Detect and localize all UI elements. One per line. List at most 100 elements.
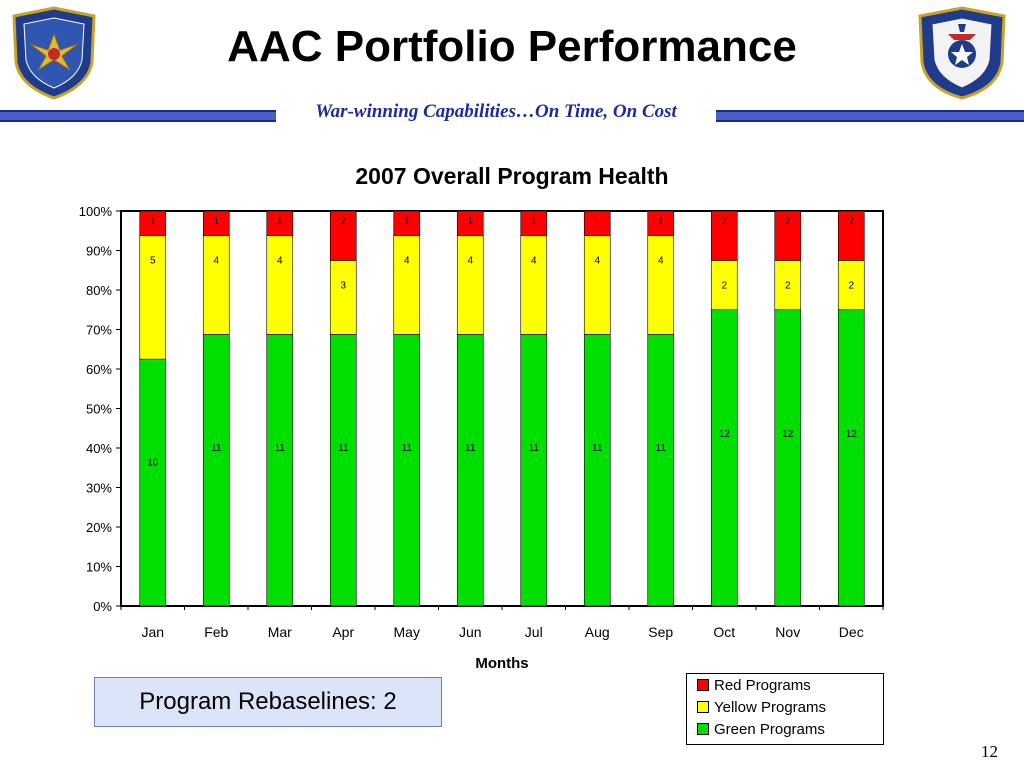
bar-segment-yellow-programs [520, 235, 548, 335]
x-tick-label: Apr [332, 624, 354, 640]
bar-segment-green-programs [393, 334, 421, 607]
y-tick-label: 20% [86, 520, 112, 535]
data-label: 1 [658, 216, 664, 227]
y-tick-label: 40% [86, 441, 112, 456]
legend-label: Green Programs [714, 721, 825, 738]
bar-segment-green-programs [139, 358, 167, 607]
legend-label: Red Programs [714, 677, 811, 694]
y-tick-label: 0% [93, 599, 112, 614]
data-label: 11 [402, 443, 413, 454]
bar-segment-yellow-programs [266, 235, 294, 335]
data-label: 1 [277, 216, 283, 227]
air-armament-center-emblem [912, 4, 1012, 107]
data-label: 5 [150, 256, 156, 267]
data-label: 4 [658, 256, 664, 267]
legend-item-green-programs: Green Programs [697, 720, 825, 740]
tagline: War-winning Capabilities…On Time, On Cos… [276, 101, 716, 123]
bar-segment-green-programs [456, 334, 484, 607]
x-tick-label: Feb [204, 624, 228, 640]
data-label: 2 [340, 216, 346, 227]
x-tick-label: Sep [648, 624, 673, 640]
y-tick-label: 60% [86, 362, 112, 377]
data-label: 11 [529, 443, 540, 454]
x-tick-label: May [394, 624, 420, 640]
data-label: 2 [721, 280, 727, 291]
data-label: 4 [404, 256, 410, 267]
air-force-materiel-command-emblem [8, 4, 100, 107]
bar-segment-yellow-programs [456, 235, 484, 335]
bar-segment-yellow-programs [329, 260, 357, 335]
x-tick-label: Jul [525, 624, 543, 640]
data-label: 2 [848, 280, 854, 291]
data-label: 3 [340, 280, 346, 291]
y-tick-label: 90% [86, 244, 112, 259]
page-number: 12 [981, 742, 998, 761]
bar-segment-yellow-programs [202, 235, 230, 335]
bar-segment-green-programs [774, 309, 802, 607]
bar-segment-green-programs [837, 309, 865, 607]
bar-segment-red-programs [520, 210, 548, 236]
data-label: 11 [275, 443, 286, 454]
x-tick-label: Nov [775, 624, 800, 640]
legend-swatch [697, 679, 709, 692]
bar-segment-red-programs [583, 210, 611, 236]
data-label: 4 [277, 256, 283, 267]
data-label: 11 [465, 443, 476, 454]
data-label: 2 [785, 216, 791, 227]
bar-segment-green-programs [710, 309, 738, 607]
data-label: 1 [213, 216, 219, 227]
chart-title: 2007 Overall Program Health [355, 163, 669, 189]
data-label: 4 [467, 256, 473, 267]
data-label: 11 [211, 443, 222, 454]
bar-segment-yellow-programs [774, 260, 802, 311]
data-label: 1 [467, 216, 473, 227]
bar-segment-red-programs [139, 210, 167, 236]
bar-segment-red-programs [329, 210, 357, 261]
bar-segment-red-programs [456, 210, 484, 236]
data-label: 1 [404, 216, 410, 227]
x-tick-label: Jun [459, 624, 482, 640]
x-tick-label: Aug [585, 624, 610, 640]
bar-segment-green-programs [647, 334, 675, 607]
y-tick-label: 50% [86, 402, 112, 417]
plot-area [120, 210, 884, 607]
chart-legend: Red Programs Yellow Programs Green Program… [686, 673, 884, 745]
y-tick-label: 10% [86, 560, 112, 575]
bar-segment-yellow-programs [647, 235, 675, 335]
page-title: AAC Portfolio Performance [227, 22, 797, 71]
data-label: 12 [846, 429, 858, 440]
data-label: 11 [338, 443, 349, 454]
data-label: 4 [531, 256, 537, 267]
data-label: 1 [531, 216, 537, 227]
data-label: 12 [782, 429, 794, 440]
bar-segment-red-programs [774, 210, 802, 261]
x-tick-label: Mar [268, 624, 292, 640]
data-label: 10 [147, 457, 159, 468]
bar-segment-red-programs [647, 210, 675, 236]
data-label: 4 [594, 256, 600, 267]
bar-segment-yellow-programs [837, 260, 865, 311]
bar-segment-red-programs [393, 210, 421, 236]
legend-item-red-programs: Red Programs [697, 676, 811, 696]
rebaselines-callout: Program Rebaselines: 2 [94, 677, 442, 727]
data-label: 2 [848, 216, 854, 227]
y-tick-label: 70% [86, 323, 112, 338]
data-label: 4 [213, 256, 219, 267]
bar-segment-red-programs [202, 210, 230, 236]
legend-label: Yellow Programs [714, 699, 826, 716]
bar-segment-yellow-programs [710, 260, 738, 311]
data-label: 11 [656, 443, 667, 454]
bar-segment-green-programs [202, 334, 230, 607]
legend-item-yellow-programs: Yellow Programs [697, 698, 826, 718]
data-label: 1 [150, 216, 156, 227]
x-tick-label: Dec [839, 624, 864, 640]
header-divider [0, 103, 1024, 125]
x-tick-label: Jan [141, 624, 164, 640]
x-axis-label: Months [475, 655, 528, 672]
data-label: 1 [594, 216, 600, 227]
data-label: 11 [592, 443, 603, 454]
bar-segment-green-programs [329, 334, 357, 607]
bar-segment-red-programs [837, 210, 865, 261]
legend-swatch [697, 723, 709, 736]
